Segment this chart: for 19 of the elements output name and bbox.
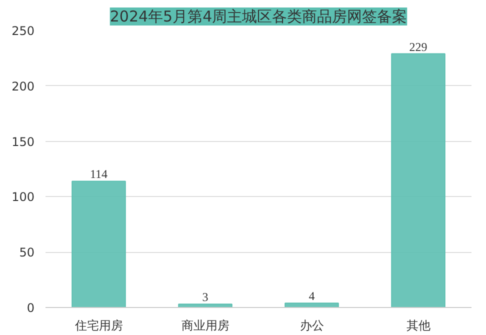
y-tick-label: 0 xyxy=(26,301,35,315)
y-tick-label: 200 xyxy=(12,79,34,94)
bar xyxy=(72,180,126,308)
y-tick-label: 150 xyxy=(12,134,34,149)
data-label: 4 xyxy=(308,289,315,304)
y-tick-label: 250 xyxy=(12,24,34,38)
bar xyxy=(178,304,232,308)
x-tick-label: 商业用房 xyxy=(181,318,230,332)
y-tick-label: 100 xyxy=(12,190,34,204)
y-tick-label: 50 xyxy=(19,246,35,260)
data-label: 3 xyxy=(202,290,208,304)
data-label: 229 xyxy=(409,40,428,54)
chart-title: 2024年5月第4周主城区各类商品房网签备案 xyxy=(110,8,408,26)
bar xyxy=(391,53,446,308)
bar xyxy=(284,302,339,308)
data-label: 114 xyxy=(90,167,108,182)
x-tick-label: 办公 xyxy=(300,318,324,332)
x-tick-label: 住宅用房 xyxy=(74,318,123,332)
x-tick-label: 其他 xyxy=(406,318,430,332)
